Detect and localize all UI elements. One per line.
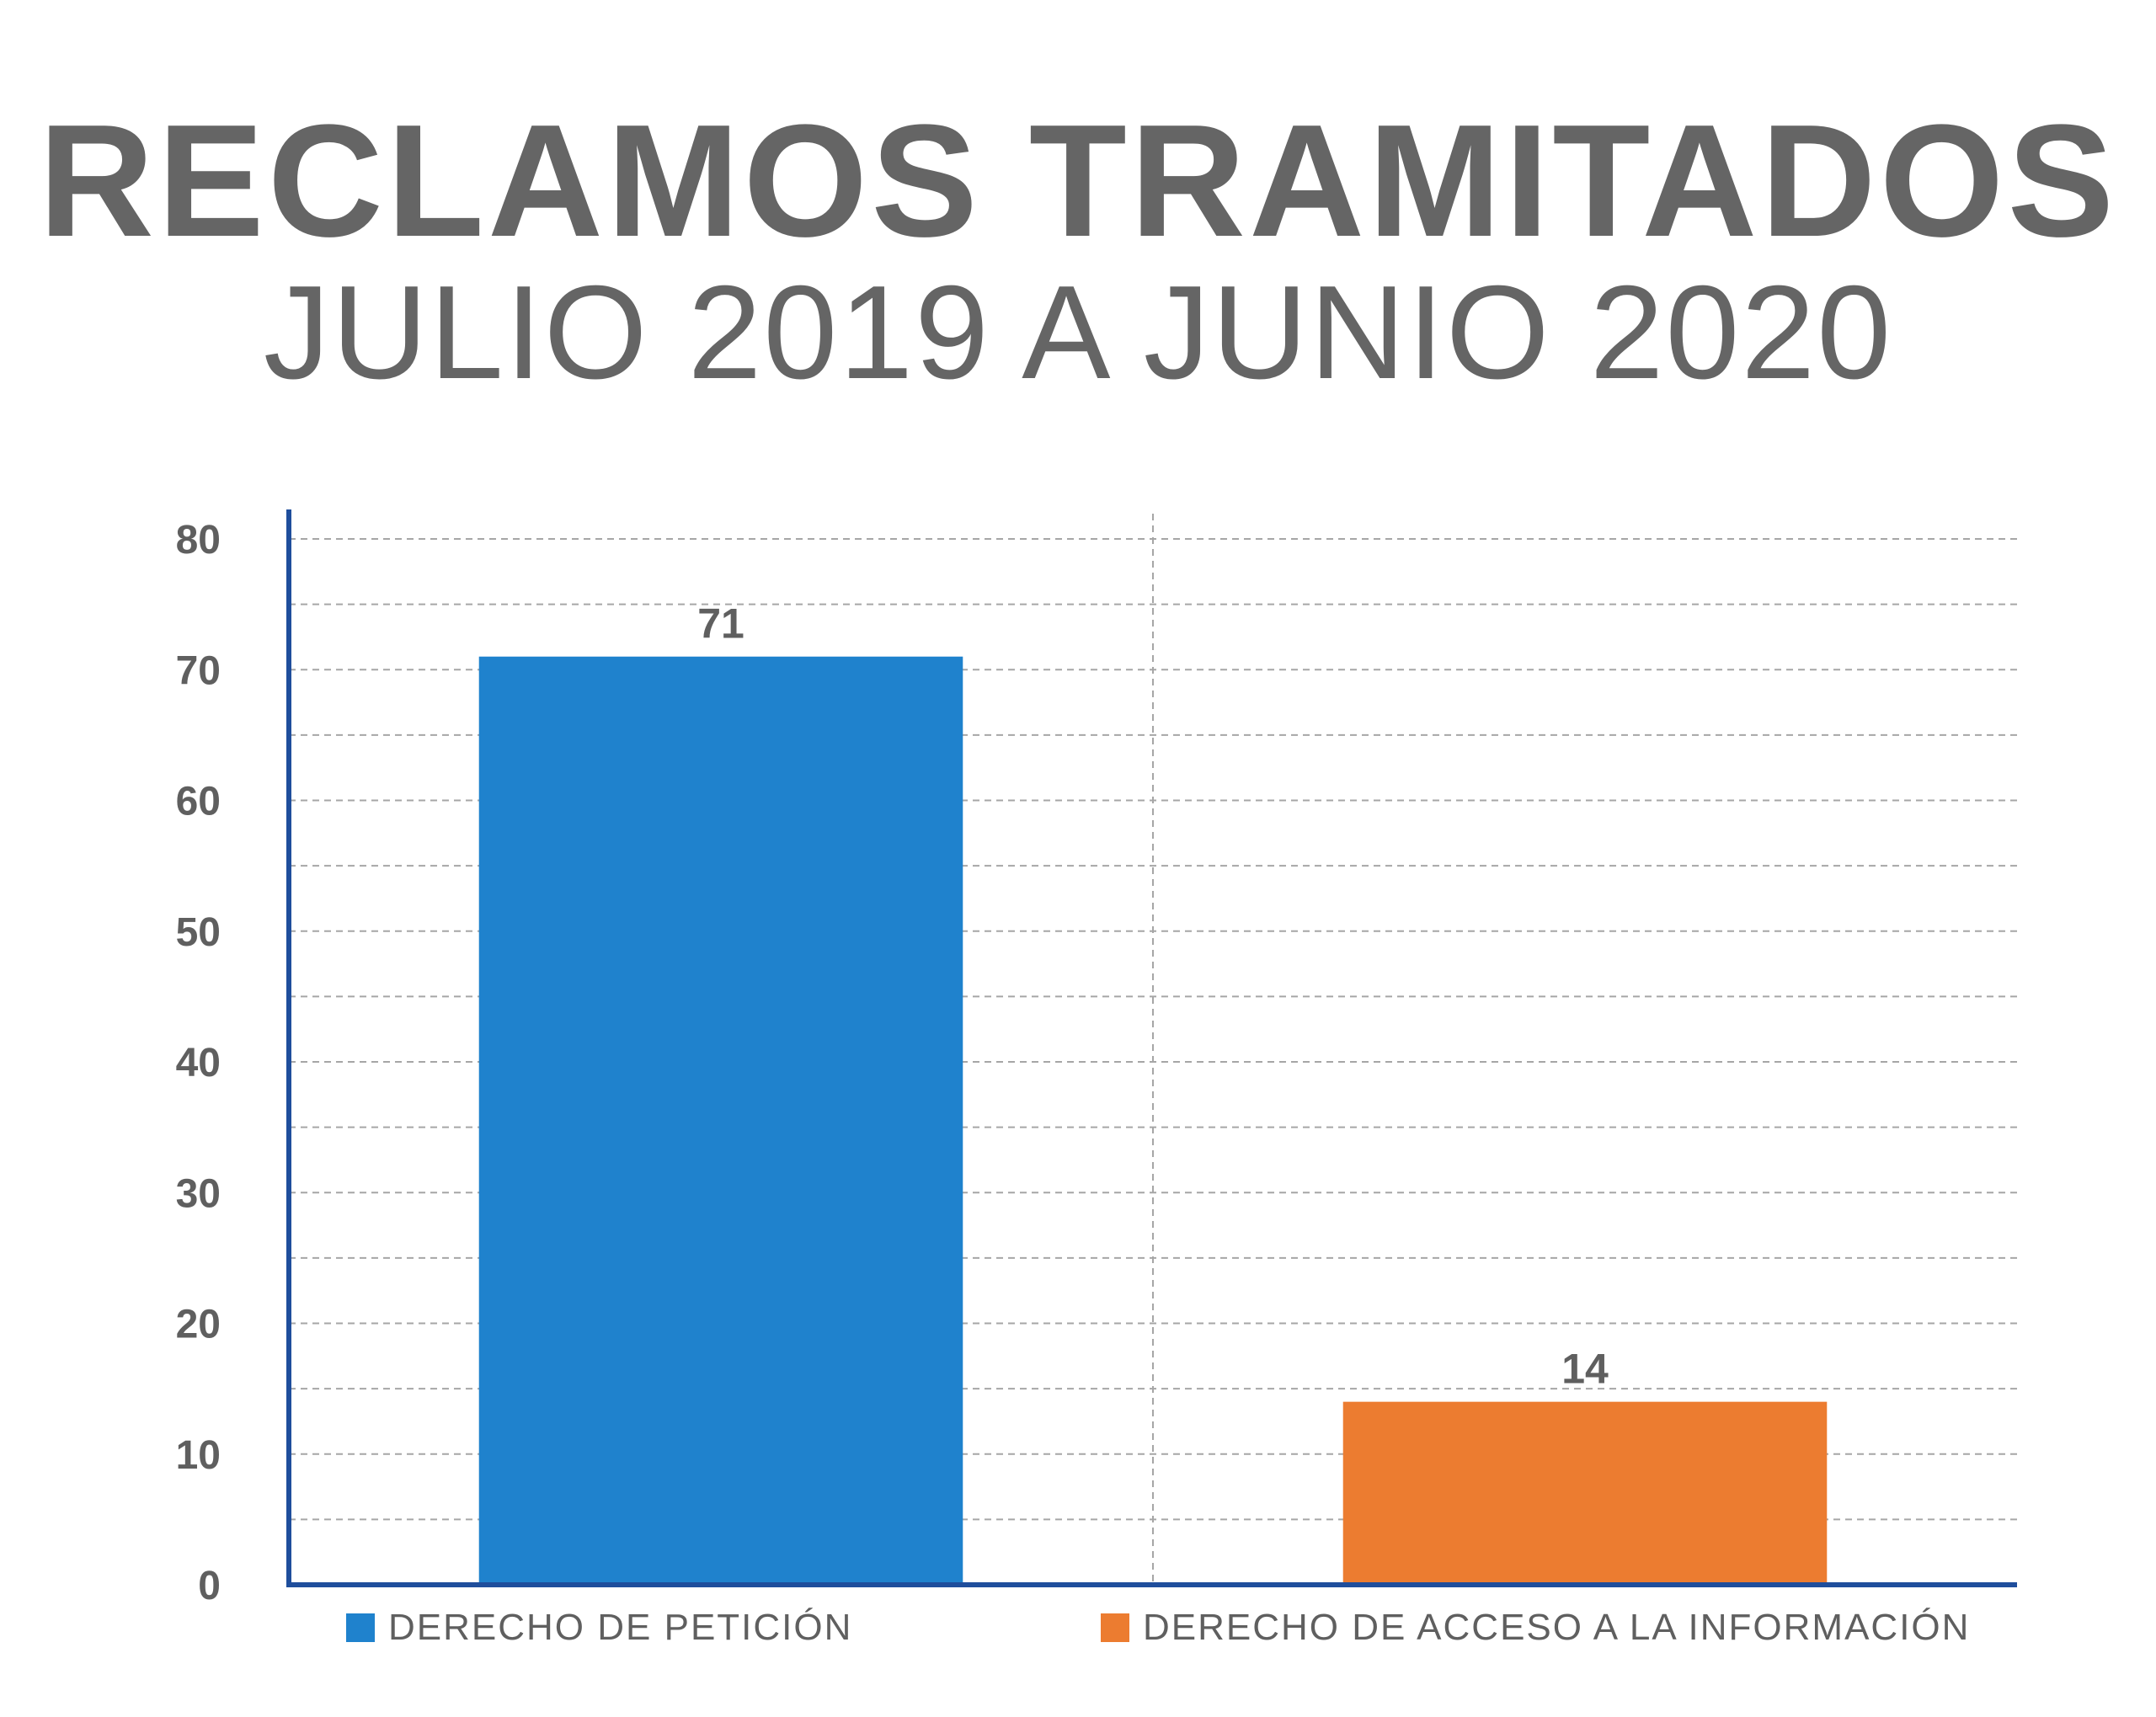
legend-label-derecho-de-peticion: DERECHO DE PETICIÓN bbox=[388, 1607, 853, 1648]
legend-swatch-derecho-de-acceso bbox=[1101, 1613, 1129, 1642]
legend-item-derecho-de-peticion: DERECHO DE PETICIÓN bbox=[346, 1604, 852, 1651]
y-axis-tick-labels: 0 10 20 30 40 50 60 70 80 bbox=[176, 518, 221, 1608]
y-tick-label: 30 bbox=[176, 1171, 221, 1216]
chart-title: RECLAMOS TRAMITADOS bbox=[38, 92, 2118, 270]
y-tick-label: 70 bbox=[176, 648, 221, 693]
axes bbox=[286, 509, 2017, 1587]
data-label-1: 71 bbox=[697, 600, 744, 648]
data-labels: 71 14 bbox=[697, 600, 1609, 1393]
data-label-2: 14 bbox=[1561, 1346, 1609, 1393]
y-tick-label: 60 bbox=[176, 780, 221, 824]
y-tick-label: 50 bbox=[176, 910, 221, 955]
y-tick-label: 80 bbox=[176, 518, 221, 563]
bars bbox=[478, 656, 1828, 1585]
legend-label-derecho-de-acceso: DERECHO DE ACCESO A LA INFORMACIÓN bbox=[1143, 1607, 1971, 1648]
y-tick-label: 0 bbox=[198, 1564, 221, 1608]
bar-2 bbox=[1342, 1401, 1828, 1585]
legend-swatch-derecho-de-peticion bbox=[346, 1613, 375, 1642]
bar-1 bbox=[478, 656, 963, 1585]
y-tick-label: 20 bbox=[176, 1303, 221, 1347]
chart-subtitle: JULIO 2019 A JUNIO 2020 bbox=[263, 259, 1893, 407]
y-tick-label: 10 bbox=[176, 1433, 221, 1478]
legend-item-derecho-de-acceso: DERECHO DE ACCESO A LA INFORMACIÓN bbox=[1101, 1604, 1970, 1651]
y-tick-label: 40 bbox=[176, 1041, 221, 1085]
